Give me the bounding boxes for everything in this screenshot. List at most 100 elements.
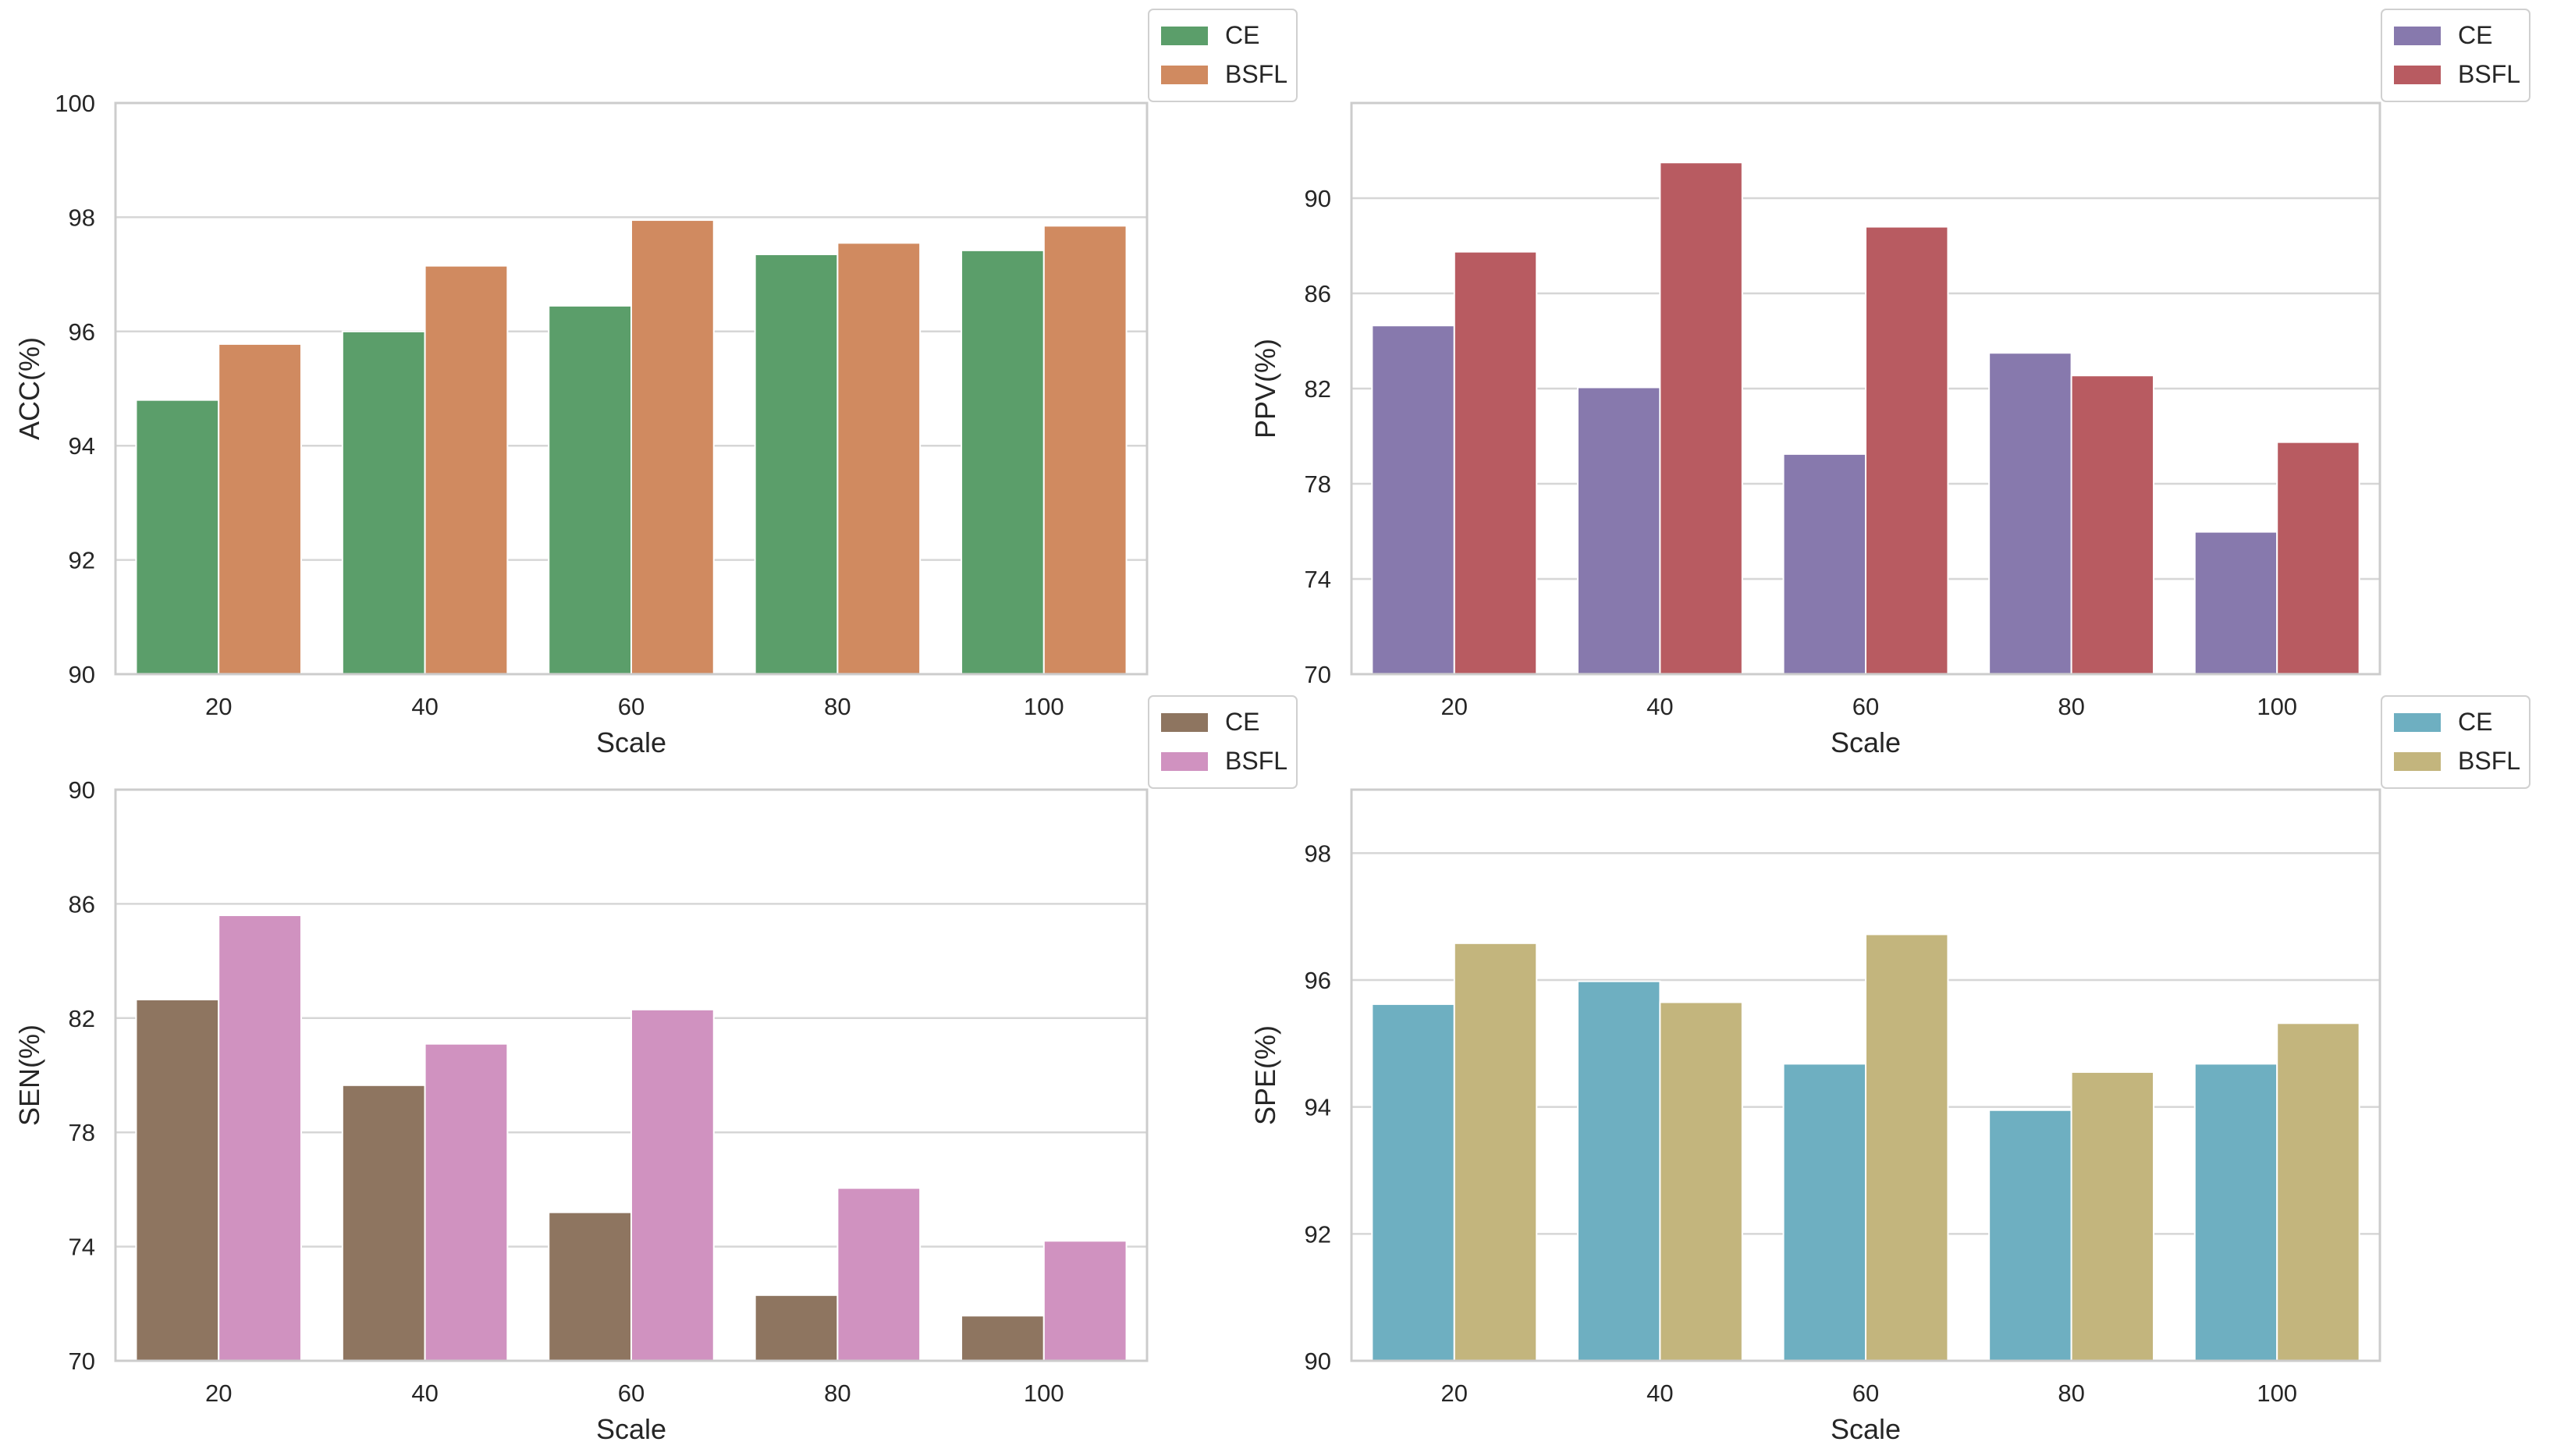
y-tick-label: 90 [69, 776, 95, 804]
bar-bsfl-60 [1865, 226, 1949, 676]
bar-bsfl-40 [1659, 1001, 1743, 1362]
bar-bsfl-80 [2070, 375, 2155, 675]
legend-label-bsfl: BSFL [1225, 747, 1287, 775]
plot-frame [114, 101, 1149, 676]
y-tick-label: 90 [69, 661, 95, 688]
bar-bsfl-100 [1042, 225, 1128, 675]
x-tick-label: 60 [618, 693, 645, 720]
plot-frame [1350, 788, 2381, 1362]
x-tick-label: 20 [205, 1380, 232, 1407]
bar-bsfl-60 [630, 219, 715, 675]
legend-swatch-bsfl [1161, 752, 1208, 771]
y-tick-label: 82 [1305, 375, 1331, 403]
y-tick-label: 94 [69, 432, 95, 460]
legend-swatch-ce [1161, 27, 1208, 45]
legend-swatch-bsfl [2394, 752, 2441, 771]
bar-ce-20 [1371, 1003, 1455, 1362]
chart-panel-spe: 90 92 94 96 98 20 40 60 80 100 Scale SPE(%) CE BSFL [1249, 695, 2530, 1445]
bar-bsfl-100 [1042, 1240, 1128, 1362]
x-tick-label: 100 [2257, 1380, 2297, 1407]
bar-ce-100 [961, 1315, 1045, 1362]
bar-bsfl-40 [1659, 162, 1743, 675]
bar-ce-60 [548, 304, 632, 675]
chart-panel-sen: 70 74 78 82 86 90 20 40 60 80 100 Scale SEN(%) CE BSFL [13, 695, 1298, 1445]
x-tick-label: 100 [1024, 1380, 1064, 1407]
y-axis-label: ACC(%) [13, 337, 45, 440]
y-tick-label: 92 [69, 547, 95, 574]
legend: CE BSFL [1148, 695, 1298, 789]
x-tick-label: 20 [1441, 693, 1468, 720]
y-tick-label: 78 [69, 1119, 95, 1146]
y-tick-label: 82 [69, 1005, 95, 1032]
x-tick-label: 80 [824, 693, 851, 720]
bar-ce-100 [2193, 531, 2278, 675]
bar-ce-80 [754, 253, 839, 676]
y-tick-label: 92 [1305, 1220, 1331, 1248]
bar-bsfl-60 [630, 1008, 715, 1362]
bar-bsfl-20 [218, 343, 302, 675]
bar-ce-20 [135, 999, 220, 1362]
legend-label-bsfl: BSFL [1225, 60, 1287, 88]
y-tick-label: 96 [69, 318, 95, 346]
bar-ce-80 [1988, 1109, 2072, 1362]
x-tick-label: 80 [2058, 1380, 2084, 1407]
y-axis-label: SPE(%) [1249, 1025, 1281, 1125]
legend: CE BSFL [2381, 695, 2530, 789]
y-tick-label: 70 [69, 1348, 95, 1375]
bar-ce-40 [341, 330, 426, 675]
chart-panel-ppv: 70 74 78 82 86 90 20 40 60 80 100 Scale PPV(%) CE BSFL [1249, 9, 2530, 758]
bar-bsfl-20 [1453, 250, 1538, 675]
x-tick-label: 40 [411, 1380, 438, 1407]
x-tick-label: 80 [2058, 693, 2084, 720]
bar-bsfl-20 [218, 914, 302, 1362]
x-tick-label: 20 [205, 693, 232, 720]
x-tick-label: 40 [411, 693, 438, 720]
y-tick-label: 90 [1305, 1348, 1331, 1375]
y-tick-label: 96 [1305, 967, 1331, 994]
bar-ce-20 [135, 399, 220, 675]
x-tick-label: 40 [1646, 1380, 1673, 1407]
bar-ce-20 [1371, 325, 1455, 675]
y-tick-label: 70 [1305, 661, 1331, 688]
bar-ce-40 [1576, 980, 1661, 1362]
bar-ce-60 [1782, 1063, 1867, 1362]
y-axis-label: PPV(%) [1249, 339, 1281, 439]
y-tick-label: 86 [1305, 280, 1331, 307]
bar-bsfl-80 [836, 1187, 922, 1362]
bar-bsfl-100 [2276, 441, 2360, 675]
legend-label-ce: CE [1225, 21, 1259, 49]
legend-swatch-bsfl [2394, 66, 2441, 84]
y-tick-label: 94 [1305, 1094, 1331, 1121]
bar-ce-60 [1782, 453, 1867, 675]
legend-swatch-ce [1161, 713, 1208, 732]
legend-label-ce: CE [2458, 708, 2492, 736]
bar-ce-80 [754, 1294, 839, 1362]
legend-label-ce: CE [1225, 708, 1259, 736]
bar-bsfl-40 [424, 265, 509, 675]
x-tick-label: 100 [1024, 693, 1064, 720]
x-axis-label: Scale [1831, 1413, 1901, 1445]
bar-bsfl-40 [424, 1042, 509, 1362]
y-axis-label: SEN(%) [13, 1025, 45, 1126]
bar-bsfl-60 [1865, 933, 1949, 1362]
legend-swatch-ce [2394, 27, 2441, 45]
chart-panel-acc: 90 92 94 96 98 100 20 40 60 80 100 Scale ACC(%) CE BSF… [13, 9, 1298, 758]
plot-frame [1350, 101, 2381, 676]
legend-label-bsfl: BSFL [2458, 747, 2520, 775]
y-tick-label: 78 [1305, 471, 1331, 498]
bar-ce-80 [1988, 352, 2072, 675]
y-tick-label: 86 [69, 890, 95, 918]
legend: CE BSFL [1148, 9, 1298, 102]
bar-ce-100 [961, 249, 1045, 675]
legend-swatch-bsfl [1161, 66, 1208, 84]
x-tick-label: 60 [1852, 1380, 1879, 1407]
bar-bsfl-20 [1453, 942, 1538, 1362]
y-tick-label: 74 [69, 1234, 95, 1261]
x-axis-label: Scale [1831, 726, 1901, 758]
legend: CE BSFL [2381, 9, 2530, 102]
bar-ce-40 [1576, 386, 1661, 675]
bar-bsfl-80 [2070, 1071, 2155, 1362]
y-tick-label: 98 [69, 204, 95, 231]
plot-frame [114, 788, 1149, 1362]
y-tick-label: 90 [1305, 185, 1331, 212]
